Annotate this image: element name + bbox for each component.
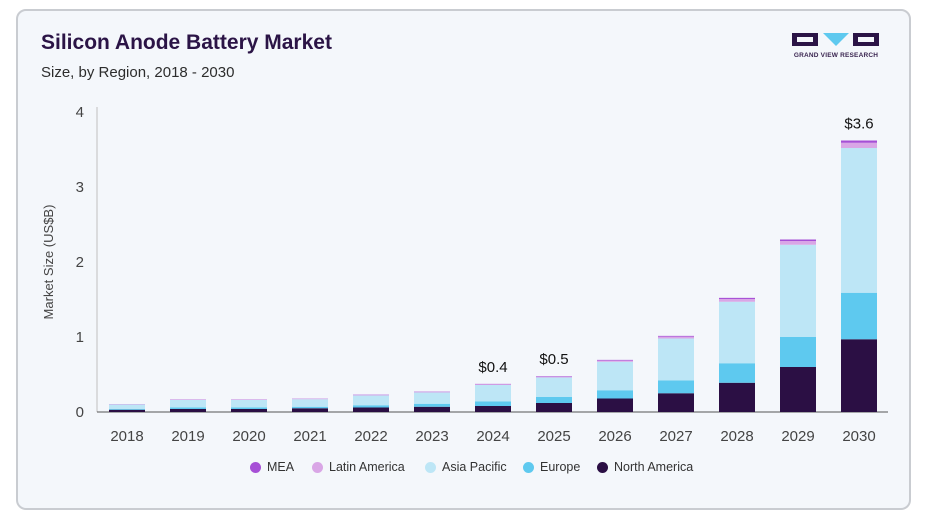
- legend-swatch: [523, 461, 534, 473]
- grand-view-research-logo: [792, 33, 879, 46]
- bar-2030-latin-america: [841, 142, 877, 148]
- legend-swatch: [425, 461, 436, 473]
- chart-legend: MEA Latin America Asia Pacific Europe North …: [0, 460, 933, 480]
- chart-title: Silicon Anode Battery Market: [41, 31, 332, 54]
- chart-subtitle: Size, by Region, 2018 - 2030: [41, 64, 235, 81]
- y-tick-label: 3: [76, 179, 84, 196]
- x-tick-label: 2019: [171, 428, 204, 445]
- bar-2029-north-america: [780, 367, 816, 412]
- bar-2028-north-america: [719, 382, 755, 412]
- data-label-2024: $0.4: [478, 359, 507, 376]
- bar-2030-north-america: [841, 339, 877, 412]
- x-tick-label: 2024: [476, 428, 509, 445]
- bar-2023-latin-america: [414, 391, 450, 393]
- y-tick-label: 0: [76, 404, 84, 421]
- legend-swatch: [312, 461, 323, 473]
- bar-2023-europe: [414, 403, 450, 407]
- bar-2028-asia-pacific: [719, 301, 755, 364]
- x-tick-label: 2028: [720, 428, 753, 445]
- bar-2021-europe: [292, 406, 328, 409]
- legend-label: MEA: [267, 460, 295, 474]
- bar-2026-north-america: [597, 398, 633, 412]
- bar-2022-latin-america: [353, 394, 389, 396]
- bar-2027-latin-america: [658, 336, 694, 339]
- x-tick-label: 2020: [232, 428, 265, 445]
- logo-text: GRAND VIEW RESEARCH: [793, 52, 879, 59]
- y-tick-label: 1: [76, 329, 84, 346]
- bar-2022-asia-pacific: [353, 395, 389, 406]
- bar-2029-europe: [780, 337, 816, 367]
- bar-2020-europe: [231, 407, 267, 409]
- bar-2029-mea: [780, 239, 816, 241]
- bar-2018-asia-pacific: [109, 404, 145, 409]
- bar-2027-mea: [658, 335, 694, 337]
- bar-2021-north-america: [292, 408, 328, 412]
- bar-2021-asia-pacific: [292, 399, 328, 407]
- bar-2025-north-america: [536, 403, 572, 412]
- bar-2026-asia-pacific: [597, 361, 633, 391]
- legend-item-north-america: North America: [597, 460, 693, 474]
- bar-2029-asia-pacific: [780, 244, 816, 337]
- bar-2027-europe: [658, 380, 694, 394]
- x-tick-label: 2027: [659, 428, 692, 445]
- legend-item-latin-america: Latin America: [312, 460, 405, 474]
- bar-2027-north-america: [658, 393, 694, 412]
- x-tick-label: 2018: [110, 428, 143, 445]
- legend-swatch: [597, 461, 608, 473]
- bar-2028-latin-america: [719, 298, 755, 302]
- bar-2024-europe: [475, 401, 511, 406]
- y-tick-label: 4: [76, 104, 84, 121]
- bar-2030-asia-pacific: [841, 148, 877, 293]
- bar-2026-latin-america: [597, 360, 633, 362]
- x-tick-label: 2023: [415, 428, 448, 445]
- bar-2020-asia-pacific: [231, 400, 267, 408]
- x-tick-label: 2025: [537, 428, 570, 445]
- x-tick-label: 2030: [842, 428, 875, 445]
- bar-2022-europe: [353, 405, 389, 408]
- bar-2025-latin-america: [536, 376, 572, 378]
- x-tick-label: 2026: [598, 428, 631, 445]
- data-label-2030: $3.6: [844, 116, 873, 133]
- bar-2030-mea: [841, 140, 877, 143]
- bar-2020-north-america: [231, 409, 267, 412]
- bar-2023-asia-pacific: [414, 392, 450, 404]
- bar-2026-europe: [597, 390, 633, 399]
- legend-item-asia-pacific: Asia Pacific: [425, 460, 507, 474]
- legend-item-mea: MEA: [250, 460, 294, 474]
- bar-2024-asia-pacific: [475, 385, 511, 402]
- bar-2019-north-america: [170, 409, 206, 412]
- chart-card: [16, 9, 911, 510]
- bar-2018-europe: [109, 409, 145, 410]
- bar-2025-asia-pacific: [536, 377, 572, 397]
- bar-2023-north-america: [414, 406, 450, 412]
- bar-2026-mea: [597, 359, 633, 361]
- legend-item-europe: Europe: [523, 460, 580, 474]
- data-label-2025: $0.5: [539, 351, 568, 368]
- x-tick-label: 2021: [293, 428, 326, 445]
- y-tick-label: 2: [76, 254, 84, 271]
- legend-label: Asia Pacific: [442, 460, 507, 474]
- legend-swatch: [250, 461, 261, 473]
- bar-2018-north-america: [109, 409, 145, 412]
- bar-2027-asia-pacific: [658, 338, 694, 381]
- bar-2024-north-america: [475, 406, 511, 412]
- bar-2022-north-america: [353, 407, 389, 412]
- bar-2030-europe: [841, 292, 877, 340]
- bar-2025-europe: [536, 397, 572, 403]
- legend-label: North America: [614, 460, 694, 474]
- bar-2019-europe: [170, 407, 206, 409]
- bar-2029-latin-america: [780, 241, 816, 245]
- legend-label: Europe: [540, 460, 581, 474]
- bar-2019-asia-pacific: [170, 400, 206, 408]
- legend-label: Latin America: [329, 460, 405, 474]
- x-tick-label: 2029: [781, 428, 814, 445]
- y-axis-label: Market Size (US$B): [41, 205, 56, 320]
- bar-2028-europe: [719, 363, 755, 383]
- x-tick-label: 2022: [354, 428, 387, 445]
- bar-2024-latin-america: [475, 384, 511, 385]
- bar-2028-mea: [719, 297, 755, 299]
